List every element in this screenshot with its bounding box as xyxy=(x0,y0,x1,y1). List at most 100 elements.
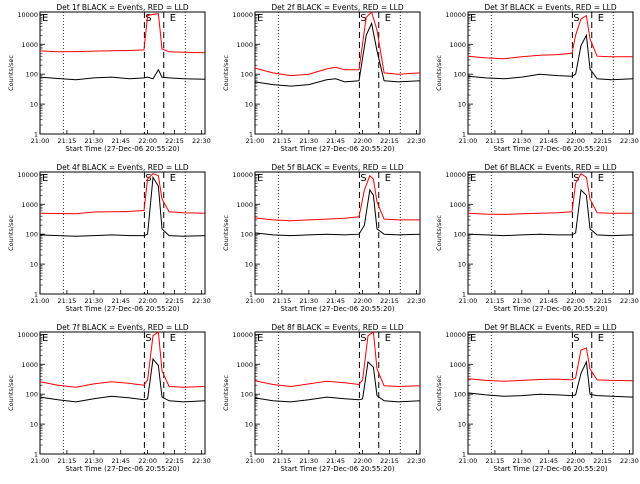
x-tick-label: 21:00 xyxy=(246,137,265,145)
y-tick-label: 1000 xyxy=(449,201,466,209)
y-tick-label: 100 xyxy=(454,71,466,79)
y-tick-label: 1000 xyxy=(21,41,38,49)
lld-series-line xyxy=(467,347,634,382)
x-tick-label: 21:45 xyxy=(111,457,130,465)
x-tick-label: 22:15 xyxy=(380,137,399,145)
plot-frame xyxy=(39,11,206,135)
x-axis-label: Start Time (27-Dec-06 20:55:20) xyxy=(65,145,179,153)
marker-label-e-left: E xyxy=(42,173,48,184)
events-series-line xyxy=(254,21,421,87)
marker-label-s: S xyxy=(145,13,151,24)
marker-label-e-left: E xyxy=(257,333,263,344)
x-tick-label: 21:15 xyxy=(58,457,77,465)
y-axis-label: Counts/sec xyxy=(7,55,15,91)
x-tick-label: 21:00 xyxy=(31,297,50,305)
x-tick-label: 21:15 xyxy=(58,137,77,145)
plot-frame xyxy=(467,171,634,295)
panel-title: Det 5f BLACK = Events, RED = LLD xyxy=(271,163,404,172)
x-tick-label: 21:30 xyxy=(512,137,531,145)
panel-title: Det 6f BLACK = Events, RED = LLD xyxy=(484,163,617,172)
panel-title: Det 3f BLACK = Events, RED = LLD xyxy=(484,3,617,12)
events-series-line xyxy=(467,33,634,81)
x-tick-label: 21:45 xyxy=(326,137,345,145)
detector-panel: Det 4f BLACK = Events, RED = LLD 1 10 100 10… xyxy=(7,163,211,313)
x-tick-label: 21:30 xyxy=(299,137,318,145)
y-axis-label: Counts/sec xyxy=(222,375,230,411)
x-tick-label: 22:30 xyxy=(192,457,211,465)
x-tick-label: 22:15 xyxy=(165,297,184,305)
x-tick-label: 21:00 xyxy=(246,297,265,305)
x-axis-label: Start Time (27-Dec-06 20:55:20) xyxy=(493,305,607,313)
marker-label-s: S xyxy=(145,333,151,344)
marker-label-e-left: E xyxy=(470,13,476,24)
lld-series-line xyxy=(39,331,206,388)
y-tick-label: 1 xyxy=(34,291,38,299)
x-axis-label: Start Time (27-Dec-06 20:55:20) xyxy=(493,465,607,473)
events-series-line xyxy=(39,175,206,237)
lld-series-line xyxy=(467,14,633,60)
marker-label-e-right: E xyxy=(385,333,391,344)
x-tick-label: 22:30 xyxy=(407,297,426,305)
y-tick-label: 100 xyxy=(26,391,38,399)
y-tick-label: 10000 xyxy=(17,11,38,19)
y-tick-label: 100 xyxy=(241,231,253,239)
y-tick-label: 1000 xyxy=(236,201,253,209)
marker-label-s: S xyxy=(360,333,366,344)
y-axis-label: Counts/sec xyxy=(435,215,443,251)
x-axis-label: Start Time (27-Dec-06 20:55:20) xyxy=(493,145,607,153)
x-tick-label: 21:30 xyxy=(84,137,103,145)
y-tick-label: 100 xyxy=(454,231,466,239)
x-axis-label: Start Time (27-Dec-06 20:55:20) xyxy=(65,305,179,313)
events-series-line xyxy=(39,357,206,403)
x-tick-label: 22:30 xyxy=(620,137,639,145)
x-tick-label: 21:30 xyxy=(512,457,531,465)
marker-label-s: S xyxy=(573,173,579,184)
x-tick-label: 21:30 xyxy=(299,297,318,305)
detector-panel: Det 8f BLACK = Events, RED = LLD 1 10 100 10… xyxy=(222,323,426,473)
x-tick-label: 21:30 xyxy=(299,457,318,465)
x-tick-label: 21:00 xyxy=(31,137,50,145)
y-tick-label: 1 xyxy=(34,451,38,459)
x-tick-label: 21:30 xyxy=(84,297,103,305)
x-tick-label: 21:00 xyxy=(31,457,50,465)
plot-frame xyxy=(39,171,206,295)
x-tick-label: 22:00 xyxy=(566,457,585,465)
panel-title: Det 8f BLACK = Events, RED = LLD xyxy=(271,323,404,332)
x-tick-label: 22:15 xyxy=(380,297,399,305)
y-tick-label: 1 xyxy=(462,451,466,459)
detector-panel: Det 6f BLACK = Events, RED = LLD 1 10 100 10… xyxy=(435,163,639,313)
x-tick-label: 21:45 xyxy=(111,137,130,145)
y-tick-label: 10 xyxy=(30,261,38,269)
events-series-line xyxy=(254,360,421,403)
x-tick-label: 22:00 xyxy=(138,297,157,305)
marker-label-e-right: E xyxy=(170,13,176,24)
plot-frame xyxy=(254,11,421,135)
y-tick-label: 10 xyxy=(458,101,466,109)
y-axis-label: Counts/sec xyxy=(435,55,443,91)
x-tick-label: 22:30 xyxy=(192,297,211,305)
y-tick-label: 1 xyxy=(249,291,253,299)
marker-label-e-right: E xyxy=(598,333,604,344)
marker-label-e-right: E xyxy=(598,13,604,24)
y-tick-label: 100 xyxy=(241,391,253,399)
x-tick-label: 21:15 xyxy=(273,457,292,465)
x-tick-label: 21:45 xyxy=(111,297,130,305)
marker-label-e-right: E xyxy=(170,333,176,344)
plot-frame xyxy=(39,331,206,455)
detector-panel: Det 1f BLACK = Events, RED = LLD 1 10 100 10… xyxy=(7,3,211,153)
marker-label-e-right: E xyxy=(385,13,391,24)
y-tick-label: 10 xyxy=(245,421,253,429)
x-tick-label: 22:00 xyxy=(138,457,157,465)
x-tick-label: 21:00 xyxy=(459,297,478,305)
x-axis-label: Start Time (27-Dec-06 20:55:20) xyxy=(280,305,394,313)
y-tick-label: 1000 xyxy=(449,361,466,369)
x-tick-label: 21:45 xyxy=(539,297,558,305)
marker-label-e-left: E xyxy=(42,13,48,24)
y-tick-label: 10 xyxy=(245,261,253,269)
events-series-line xyxy=(39,68,206,81)
x-tick-label: 21:00 xyxy=(459,457,478,465)
marker-label-e-right: E xyxy=(598,173,604,184)
x-tick-label: 22:00 xyxy=(566,137,585,145)
x-tick-label: 22:30 xyxy=(407,457,426,465)
x-tick-label: 21:45 xyxy=(539,137,558,145)
